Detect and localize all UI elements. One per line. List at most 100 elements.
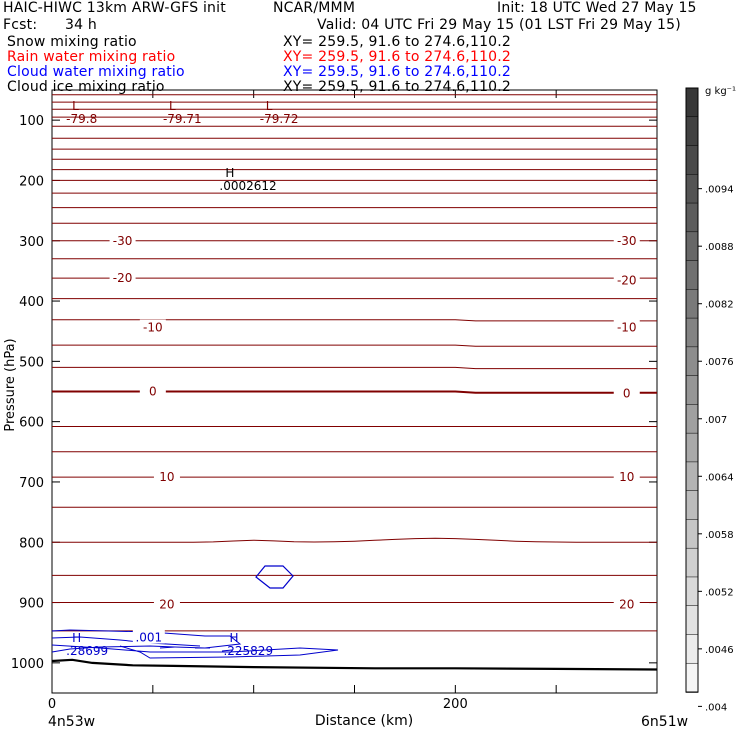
temperature-label-bg bbox=[139, 319, 166, 335]
cloud-water-label: .001 bbox=[135, 631, 162, 645]
extremum-value: -79.72 bbox=[260, 112, 299, 126]
y-tick-label: 500 bbox=[19, 355, 44, 370]
extremum-value: .0002612 bbox=[219, 179, 276, 193]
fcst-label: Fcst: bbox=[3, 17, 38, 33]
colorbar-swatch bbox=[685, 375, 699, 406]
y-tick-label: 100 bbox=[19, 114, 44, 129]
temperature-label-bg bbox=[139, 383, 166, 399]
temperature-label: 0 bbox=[623, 386, 631, 400]
x-axis-title: Distance (km) bbox=[315, 713, 413, 729]
valid-time: Valid: 04 UTC Fri 29 May 15 (01 LST Fri … bbox=[317, 17, 681, 33]
temperature-label: 10 bbox=[619, 470, 634, 484]
temperature-label-bg bbox=[613, 232, 640, 248]
colorbar-swatch bbox=[685, 634, 699, 664]
cloud-water-contour-lower bbox=[51, 644, 339, 659]
temperature-label: 0 bbox=[149, 385, 157, 399]
colorbar-swatch bbox=[685, 490, 699, 521]
temperature-label: 20 bbox=[159, 597, 174, 611]
temperature-label-bg bbox=[613, 319, 640, 335]
temperature-label: -30 bbox=[113, 234, 133, 248]
colorbar: g kg⁻¹ .0094 .0088 .0082 .0076 .007 .0064 .0058… bbox=[685, 86, 736, 713]
temperature-label-bg bbox=[153, 596, 180, 612]
temperature-label: -10 bbox=[617, 321, 637, 335]
colorbar-swatch bbox=[685, 576, 699, 607]
colorbar-swatch bbox=[685, 519, 699, 549]
terrain-curve bbox=[51, 658, 658, 671]
colorbar-swatch bbox=[685, 605, 699, 636]
x-endpoint-right: 6n51w bbox=[641, 714, 688, 730]
y-tick-label: 300 bbox=[19, 235, 44, 250]
temperature-label-bg bbox=[613, 272, 640, 288]
temperature-label-bg bbox=[153, 469, 180, 485]
extremum-marker: L bbox=[72, 99, 79, 113]
temperature-label: 20 bbox=[619, 597, 634, 611]
cloud-water-label-bg bbox=[132, 629, 165, 644]
colorbar-border bbox=[685, 87, 699, 693]
x-endpoint-left: 4n53w bbox=[48, 714, 95, 730]
field-cloud-water-name: Cloud water mixing ratio bbox=[7, 64, 185, 80]
temperature-label: 10 bbox=[159, 470, 174, 484]
colorbar-swatch bbox=[685, 231, 699, 262]
temperature-contour bbox=[52, 344, 657, 347]
cloud-water-contour-dashes bbox=[159, 646, 233, 652]
x-tick-label: 200 bbox=[443, 697, 468, 712]
temperature-label: -10 bbox=[143, 321, 163, 335]
extremum-marker: H bbox=[229, 631, 238, 645]
y-tick-label: 1000 bbox=[11, 657, 44, 672]
extremum-value: .28699 bbox=[66, 644, 108, 658]
colorbar-label: .007 bbox=[705, 415, 727, 426]
colorbar-swatch bbox=[685, 174, 699, 204]
colorbar-swatch bbox=[685, 432, 699, 463]
colorbar-label: .0064 bbox=[705, 472, 734, 483]
extremum-value: -79.71 bbox=[163, 112, 202, 126]
colorbar-swatch bbox=[685, 87, 699, 118]
temperature-contours bbox=[52, 94, 657, 632]
y-tick-label: 400 bbox=[19, 295, 44, 310]
temperature-label: -20 bbox=[617, 274, 637, 288]
cloud-water-contour-closed bbox=[255, 565, 294, 589]
terrain-line bbox=[51, 658, 658, 671]
field-cloud-water-xy: XY= 259.5, 91.6 to 274.6,110.2 bbox=[283, 64, 512, 80]
colorbar-label: .0046 bbox=[705, 645, 734, 656]
extremum-marker: H bbox=[225, 166, 234, 180]
y-axis-title: Pressure (hPa) bbox=[3, 338, 18, 431]
colorbar-swatch bbox=[685, 289, 699, 319]
x-tick-label: 0 bbox=[48, 697, 56, 712]
temperature-label-bg bbox=[109, 232, 136, 248]
colorbar-label: .0094 bbox=[705, 185, 734, 196]
colorbar-swatch bbox=[685, 317, 699, 348]
cloud-water-contour-inner bbox=[51, 636, 201, 647]
colorbar-swatch bbox=[685, 260, 699, 291]
temperature-label-bg bbox=[613, 596, 640, 612]
y-tick-label: 700 bbox=[19, 476, 44, 491]
extremum-marker: L bbox=[266, 99, 273, 113]
colorbar-swatch bbox=[685, 145, 699, 176]
extremum-value: .225829 bbox=[223, 644, 273, 658]
colorbar-swatch bbox=[685, 547, 699, 578]
y-tick-label: 600 bbox=[19, 416, 44, 431]
colorbar-label: .0052 bbox=[705, 587, 734, 598]
colorbar-swatch bbox=[685, 346, 699, 377]
org-label: NCAR/MMM bbox=[273, 0, 356, 16]
model-title: HAIC-HIWC 13km ARW-GFS init bbox=[3, 0, 226, 16]
colorbar-label: .0088 bbox=[705, 242, 734, 253]
colorbar-swatch bbox=[685, 404, 699, 434]
y-tick-label: 800 bbox=[19, 536, 44, 551]
extremum-marker: H bbox=[72, 631, 81, 645]
y-tick-label: 200 bbox=[19, 174, 44, 189]
extremum-value: -79.8 bbox=[66, 112, 97, 126]
colorbar-swatch bbox=[685, 662, 699, 693]
extremum-marker: L bbox=[169, 99, 176, 113]
field-rain-xy: XY= 259.5, 91.6 to 274.6,110.2 bbox=[283, 49, 512, 65]
temperature-label-bg bbox=[109, 270, 136, 286]
colorbar-label: .0076 bbox=[705, 357, 734, 368]
fcst-value: 34 h bbox=[65, 17, 97, 33]
y-tick-label: 900 bbox=[19, 597, 44, 612]
colorbar-label: .004 bbox=[705, 702, 727, 713]
temperature-label: -20 bbox=[113, 271, 133, 285]
colorbar-swatch bbox=[685, 461, 699, 492]
temperature-contour bbox=[52, 537, 657, 543]
init-time: Init: 18 UTC Wed 27 May 15 bbox=[497, 0, 697, 16]
